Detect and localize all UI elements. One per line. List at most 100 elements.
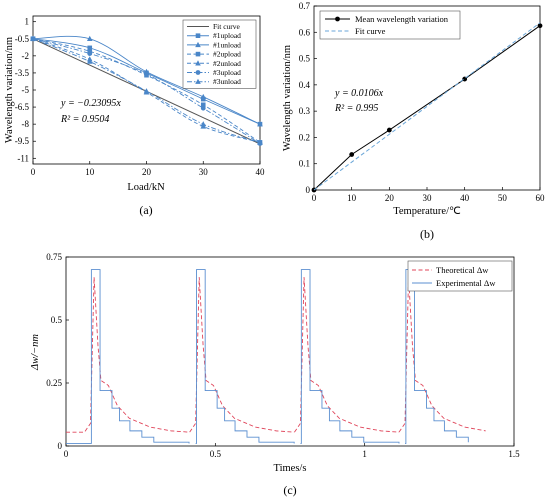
panel-a-data-point <box>86 35 93 41</box>
panel-a-y-tick-label: -0.5 <box>15 34 30 44</box>
panel-b-series <box>311 22 543 193</box>
panel-b-legend-box <box>319 10 461 40</box>
panel-c-theoretical-line <box>398 277 486 433</box>
panel-b-x-tick-label: 60 <box>536 193 546 203</box>
panel-a-legend-marker <box>195 41 201 48</box>
panel-c-y-tick-label: 0.25 <box>46 378 62 388</box>
panel-b-subfigure-label: (b) <box>420 227 434 241</box>
panel-b-x-tick-label: 0 <box>312 193 317 203</box>
panel-a-legend-marker <box>195 51 201 57</box>
panel-a-data-point <box>200 102 206 108</box>
panel-c-legend: Theoretical Δw Experimental Δw <box>407 260 513 292</box>
panel-a-legend-label: Fit curve <box>213 22 241 31</box>
panel-c-experimental-line <box>66 269 190 444</box>
panel-a-y-axis-label: Wavelength variation/nm <box>4 37 15 143</box>
panel-a-data-point <box>257 121 263 127</box>
panel-c-x-tick-label: 0 <box>64 449 69 459</box>
panel-a-legend-label: #1unload <box>213 40 241 49</box>
panel-b-y-tick-label: 0.6 <box>299 27 311 37</box>
panel-b-x-tick-label: 30 <box>423 193 433 203</box>
panel-a-series-line <box>32 38 261 143</box>
panel-a-data-point <box>257 139 263 145</box>
panel-c-ticks: 0 0.5 1 1.5 0 0.25 0.5 0.75 <box>46 252 520 459</box>
panel-a-x-tick-label: 20 <box>142 167 152 177</box>
panel-a-data-point <box>200 121 207 127</box>
panel-b-x-tick-label: 20 <box>385 193 395 203</box>
panel-c-series <box>66 269 486 444</box>
panel-a-legend-marker <box>195 78 201 84</box>
panel-a-subfigure-label: (a) <box>139 203 152 217</box>
panel-a-ticks: 0 10 20 30 40 1 -0.5 -2 -3.5 -5 -6.5 -8 -9.5 -11 <box>15 17 265 177</box>
panel-a-y-tick-label: -9.5 <box>15 136 30 146</box>
panel-b-x-tick-label: 40 <box>460 193 470 203</box>
panel-a-data-point <box>87 51 93 56</box>
panel-a-legend-label: #2upload <box>213 50 241 59</box>
panel-c-y-tick-label: 0.75 <box>46 252 62 262</box>
panel-a-data-point <box>86 58 93 64</box>
panel-a-equation: y = −0.23095x <box>60 98 121 109</box>
panel-a-y-tick-label: -2 <box>22 51 30 61</box>
panel-b-legend-label: Mean wavelength variation <box>355 14 449 24</box>
panel-c-experimental-line <box>404 269 469 444</box>
panel-a-data-point <box>143 88 150 94</box>
panel-c-x-tick-label: 0.5 <box>210 449 222 459</box>
panel-a-legend-label: #3upload <box>213 68 241 77</box>
panel-a-y-tick-label: -11 <box>17 153 29 163</box>
panel-a-legend-marker <box>195 60 201 66</box>
panel-b-y-tick-label: 0 <box>306 185 311 195</box>
panel-a-legend-label: #2unload <box>213 59 241 68</box>
panel-a-legend-marker <box>195 33 201 38</box>
panel-c-axes-box <box>65 256 515 447</box>
panel-a-x-tick-label: 40 <box>256 167 266 177</box>
panel-a-legend: Fit curve#1upload#1unload#2upload#2unloa… <box>182 19 257 89</box>
panel-b-x-tick-label: 50 <box>498 193 508 203</box>
panel-a-r-squared: R² = 0.9504 <box>60 114 109 125</box>
panel-b-legend-label: Fit curve <box>355 26 386 36</box>
panel-a-legend-label: #1upload <box>213 31 241 40</box>
panel-a-legend-marker <box>195 70 201 75</box>
panel-a-data-point <box>200 105 206 111</box>
panel-a-x-tick-label: 30 <box>199 167 209 177</box>
panel-b-equation: y = 0.0106x <box>334 88 384 99</box>
panel-b-y-tick-label: 0.3 <box>299 106 311 116</box>
panel-b-y-tick-label: 0.5 <box>299 54 311 64</box>
panel-a-y-tick-label: -6.5 <box>15 102 30 112</box>
panel-a-series <box>30 35 263 146</box>
panel-b-legend-marker <box>335 16 340 22</box>
panel-b-y-tick-label: 0.4 <box>299 80 311 90</box>
panel-c-y-axis-label: Δw/−nm <box>30 334 41 371</box>
panel-a: 0 10 20 30 40 1 -0.5 -2 -3.5 -5 -6.5 -8 -9.5 -11 Fit … <box>4 15 265 217</box>
panel-c-experimental-line <box>300 269 400 444</box>
panel-c-legend-label: Theoretical Δw <box>436 265 489 275</box>
panel-c-theoretical-line <box>189 277 295 433</box>
panel-a-y-tick-label: -5 <box>22 85 30 95</box>
panel-b-x-axis-label: Temperature/℃ <box>393 206 461 217</box>
panel-c-legend-label: Experimental Δw <box>436 278 496 288</box>
panel-c-theoretical-line <box>66 277 190 433</box>
panel-c-y-tick-label: 0 <box>58 441 63 451</box>
panel-c-subfigure-label: (c) <box>283 483 296 497</box>
panel-c-x-tick-label: 1.5 <box>508 449 520 459</box>
panel-a-data-point <box>200 93 207 100</box>
panel-a-x-tick-label: 0 <box>31 167 36 177</box>
panel-c-x-axis-label: Times/s <box>274 463 307 474</box>
panel-a-data-point <box>200 96 206 102</box>
panel-b-y-tick-label: 0.2 <box>299 132 310 142</box>
panel-b-y-tick-label: 0.1 <box>299 159 310 169</box>
panel-c-legend-box <box>407 260 513 292</box>
panel-b-y-axis-label: Wavelength variation/nm <box>282 45 293 151</box>
panel-a-y-tick-label: 1 <box>25 17 30 27</box>
panel-b-y-tick-label: 0.7 <box>299 1 311 11</box>
panel-a-legend-label: #3unload <box>213 77 241 86</box>
panel-b: 0 10 20 30 40 50 60 0 0.1 0.2 0.3 0.4 0.5 0.6 0.7 Mean… <box>282 1 545 241</box>
panel-c-y-tick-label: 0.5 <box>51 315 63 325</box>
panel-b-series-line <box>313 22 541 191</box>
panel-a-data-point <box>87 45 93 51</box>
panel-a-x-axis-label: Load/kN <box>127 182 165 193</box>
panel-c-theoretical-line <box>294 277 400 433</box>
panel-b-data-point <box>349 152 355 157</box>
panel-c-experimental-line <box>195 269 295 444</box>
panel-a-data-point <box>144 71 149 77</box>
panel-c-x-tick-label: 1 <box>362 449 367 459</box>
